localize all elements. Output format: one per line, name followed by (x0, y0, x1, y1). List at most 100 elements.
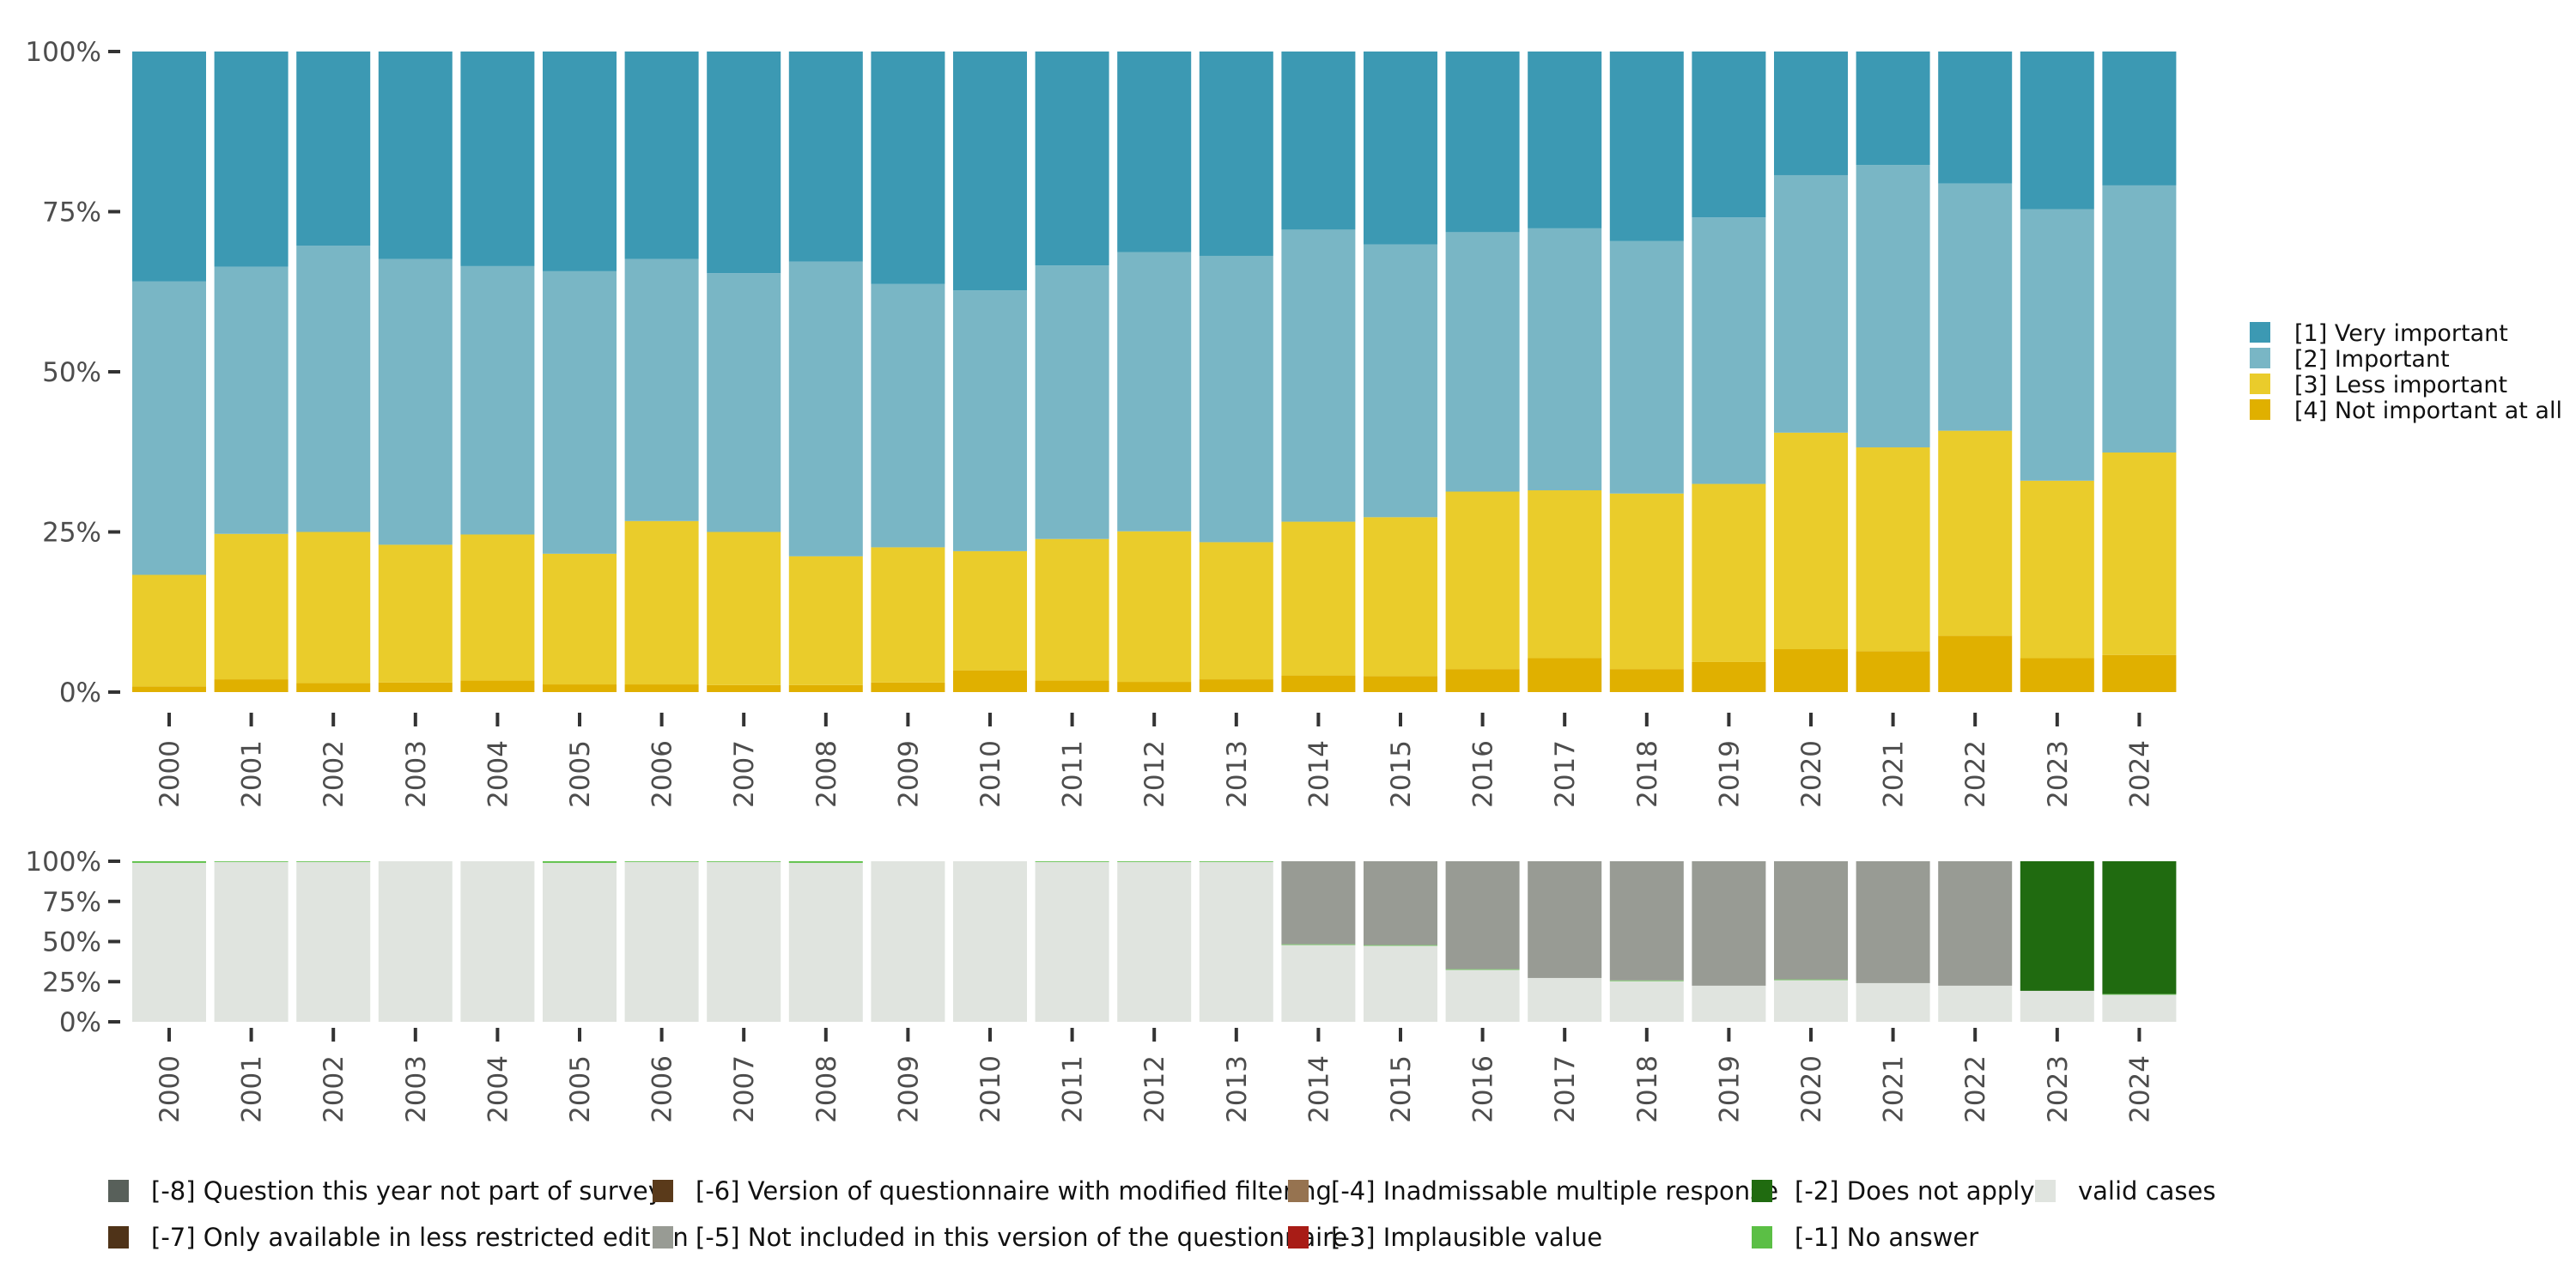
bar-segment-2018-1 (1609, 493, 1684, 670)
bar-segment-2010-3 (953, 52, 1027, 291)
bar-segment-2017-3 (1528, 52, 1602, 228)
bar-segment-2017-2 (1528, 861, 1602, 978)
bar-segment-2000-3 (132, 52, 206, 282)
bar-segment-2008-0 (788, 684, 863, 692)
bar-segment-2017-1 (1528, 490, 1602, 659)
legend-label: [-8] Question this year not part of surv… (151, 1176, 663, 1206)
bar-segment-2009-1 (871, 547, 945, 683)
x-tick-label: 2014 (1303, 740, 1334, 808)
bar-segment-2019-0 (1692, 985, 1766, 1022)
bar-segment-2007-0 (707, 861, 781, 1022)
bottom-legend: [-8] Question this year not part of surv… (108, 1176, 2215, 1252)
x-tick-label: 2016 (1468, 740, 1499, 808)
legend-key (2035, 1180, 2056, 1202)
bar-segment-2019-2 (1692, 861, 1766, 986)
x-tick-label: 2007 (729, 740, 760, 808)
bar-segment-2017-2 (1528, 228, 1602, 491)
bar-segment-2012-3 (1117, 52, 1192, 252)
bar-segment-2001-3 (214, 52, 289, 267)
x-tick-label: 2010 (975, 740, 1006, 808)
bar-segment-2006-2 (624, 258, 699, 521)
legend-key (108, 1180, 129, 1202)
x-tick-label: 2001 (237, 740, 268, 808)
bar-segment-2020-1 (1774, 979, 1848, 981)
bar-segment-2023-1 (2020, 480, 2094, 659)
x-tick-label: 2018 (1632, 740, 1663, 808)
bar-segment-2019-3 (1692, 52, 1766, 218)
bar-segment-2011-0 (1035, 680, 1109, 692)
bar-segment-2012-1 (1117, 861, 1192, 862)
bar-segment-2005-0 (543, 862, 617, 1022)
x-tick-label: 2018 (1632, 1055, 1663, 1123)
bar-segment-2024-3 (2102, 52, 2177, 185)
x-tick-label: 2013 (1222, 1055, 1253, 1123)
bar-segment-2023-3 (2020, 861, 2094, 991)
top-x-axis: 2000 2001 2002 2003 2004 2005 2006 2007 2008 2009… (155, 713, 2155, 808)
x-tick-label: 2003 (401, 1055, 432, 1123)
legend-key (653, 1180, 673, 1202)
x-tick-label: 2021 (1879, 740, 1910, 808)
bar-segment-2015-0 (1364, 676, 1437, 692)
y-tick-label: 75% (42, 197, 101, 228)
bar-segment-2000-0 (132, 862, 206, 1022)
bar-segment-2002-2 (296, 246, 371, 532)
x-tick-label: 2004 (483, 740, 513, 808)
x-tick-label: 2017 (1550, 740, 1581, 808)
bar-segment-2010-2 (953, 290, 1027, 551)
bar-segment-2020-1 (1774, 432, 1848, 650)
bar-segment-2022-2 (1938, 861, 2013, 986)
bar-segment-2009-0 (871, 861, 945, 1022)
x-tick-label: 2007 (729, 1055, 760, 1123)
x-tick-label: 2012 (1139, 740, 1170, 808)
x-tick-label: 2024 (2124, 740, 2155, 808)
bar-segment-2018-0 (1609, 981, 1684, 1022)
bar-segment-2011-2 (1035, 265, 1109, 539)
bar-segment-2009-3 (871, 52, 945, 284)
bar-segment-2006-1 (624, 861, 699, 862)
legend-key (108, 1226, 129, 1249)
bar-segment-2014-0 (1281, 675, 1356, 692)
top-chart (132, 52, 2177, 692)
bar-segment-2018-3 (1609, 52, 1684, 241)
y-tick-label: 0% (59, 1007, 101, 1038)
bar-segment-2021-2 (1856, 861, 1930, 983)
x-tick-label: 2005 (565, 740, 596, 808)
bar-segment-2007-2 (707, 273, 781, 532)
legend-key (2250, 374, 2270, 394)
x-tick-label: 2019 (1714, 1055, 1745, 1123)
bar-segment-2020-2 (1774, 861, 1848, 980)
legend-label: [3] Less important (2294, 372, 2507, 398)
bar-segment-2015-0 (1364, 945, 1437, 1022)
bar-segment-2004-3 (460, 52, 535, 266)
bar-segment-2019-1 (1692, 483, 1766, 662)
x-tick-label: 2005 (565, 1055, 596, 1123)
bar-segment-2024-1 (2102, 993, 2177, 995)
bar-segment-2000-1 (132, 861, 206, 863)
bar-segment-2002-0 (296, 861, 371, 1022)
bar-segment-2012-0 (1117, 861, 1192, 1022)
legend-key (1288, 1226, 1309, 1249)
x-tick-label: 2002 (319, 1055, 349, 1123)
bar-segment-2005-1 (543, 861, 617, 863)
bar-segment-2023-0 (2020, 658, 2094, 692)
bar-segment-2020-0 (1774, 649, 1848, 692)
bar-segment-2013-3 (1199, 52, 1273, 256)
x-tick-label: 2000 (155, 740, 185, 808)
bar-segment-2016-0 (1445, 969, 1520, 1022)
legend-key (1752, 1226, 1772, 1249)
top-y-axis: 0% 25% 50% 75% 100% (25, 37, 120, 708)
bar-segment-2003-0 (378, 861, 453, 1022)
bar-segment-2021-0 (1856, 982, 1930, 1022)
legend-key (2250, 348, 2270, 368)
legend-label: [-6] Version of questionnaire with modif… (696, 1176, 1332, 1206)
bar-segment-2003-1 (378, 544, 453, 683)
x-tick-label: 2009 (893, 740, 924, 808)
bar-segment-2008-0 (788, 862, 863, 1022)
bar-segment-2010-0 (953, 670, 1027, 692)
bar-segment-2022-0 (1938, 635, 2013, 692)
bar-segment-2021-0 (1856, 651, 1930, 692)
x-tick-label: 2002 (319, 740, 349, 808)
legend-key (1752, 1180, 1772, 1202)
bar-segment-2016-0 (1445, 669, 1520, 692)
legend-key (2250, 322, 2270, 343)
